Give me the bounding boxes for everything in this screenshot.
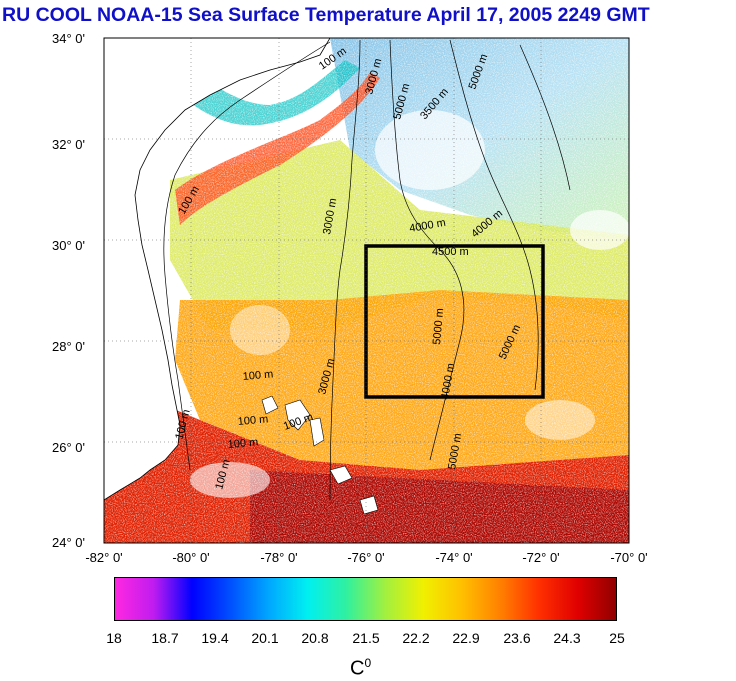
lat-label: 30° 0' [52,238,85,253]
bathymetry-contours [163,39,571,501]
lat-label: 26° 0' [52,440,85,455]
graticule [104,38,629,543]
colorbar [114,577,617,621]
contour-depth-label: 4500 m [432,246,469,258]
colorbar-tick: 18.7 [151,630,179,646]
us-mainland [104,38,331,501]
contour-depth-label: 100 m [237,413,269,428]
colorbar-tick: 20.8 [301,630,329,646]
bahamas-island [284,399,311,431]
lon-label: -76° 0' [347,550,385,565]
lon-label: -80° 0' [172,550,210,565]
lon-label: -72° 0' [522,550,560,565]
contour-depth-label: 5000 m [431,308,446,346]
contour-depth-label: 100 m [242,368,274,383]
colorbar-unit: C0 [350,656,372,680]
lon-label: -74° 0' [435,550,473,565]
lon-label: -82° 0' [85,550,123,565]
colorbar-tick: 22.2 [402,630,430,646]
map-title: RU COOL NOAA-15 Sea Surface Temperature … [2,4,650,26]
contour-depth-label: 100 m [227,436,259,451]
colorbar-tick: 20.1 [251,630,279,646]
bahamas-island [329,465,353,485]
lon-label: -78° 0' [260,550,298,565]
bahamas-island [309,417,325,447]
study-area-box [364,244,545,399]
lat-label: 24° 0' [52,535,85,550]
bahamas-island [261,395,279,415]
bahamas-island [359,495,379,515]
colorbar-tick: 23.6 [503,630,531,646]
colorbar-tick: 22.9 [452,630,480,646]
colorbar-tick: 21.5 [352,630,380,646]
lat-label: 34° 0' [52,31,85,46]
colorbar-tick: 24.3 [553,630,581,646]
colorbar-tick: 25 [609,630,625,646]
map-frame [103,37,630,544]
colorbar-tick: 19.4 [201,630,229,646]
lon-label: -70° 0' [610,550,648,565]
colorbar-tick: 18 [106,630,122,646]
lat-label: 32° 0' [52,137,85,152]
lat-label: 28° 0' [52,339,85,354]
